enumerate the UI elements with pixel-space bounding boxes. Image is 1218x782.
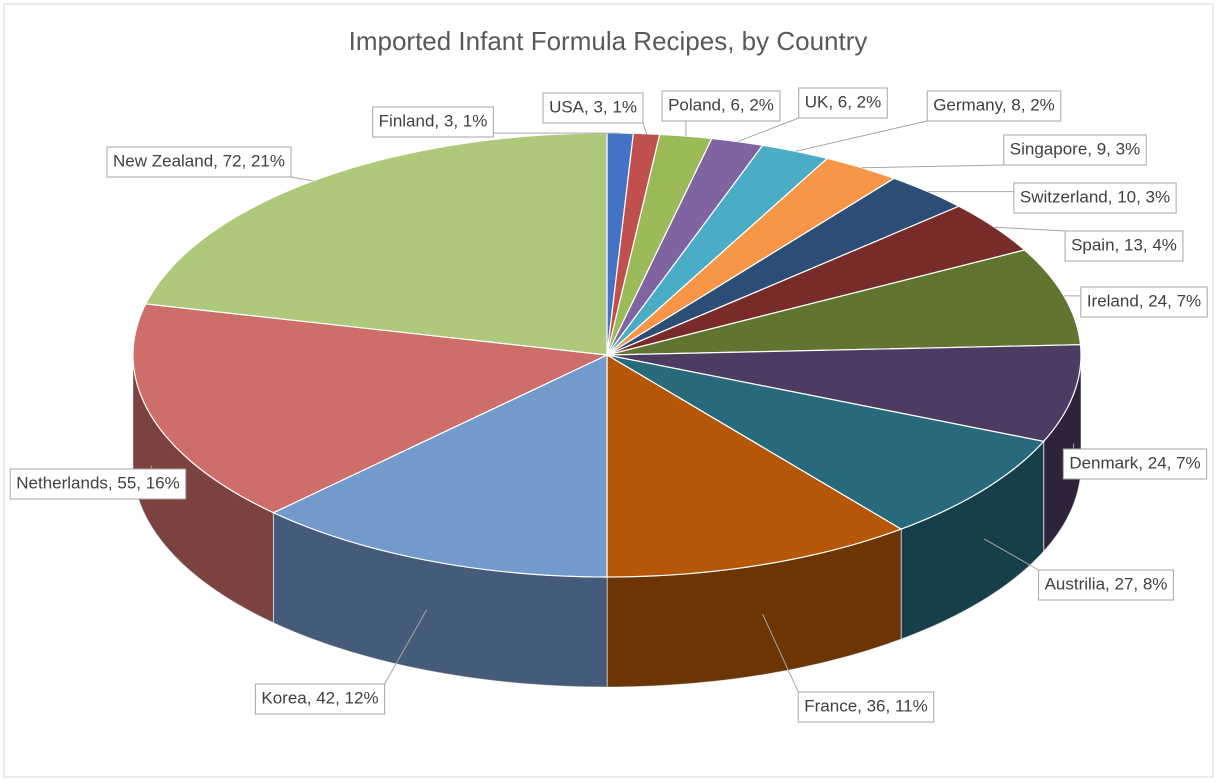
data-label: UK, 6, 2% xyxy=(805,92,882,111)
data-label: New Zealand, 72, 21% xyxy=(113,151,285,170)
data-label: Spain, 13, 4% xyxy=(1071,235,1177,254)
leader-line xyxy=(994,226,1066,232)
side-shade xyxy=(133,355,274,623)
leader-line xyxy=(795,120,928,152)
data-label: Netherlands, 55, 16% xyxy=(16,473,180,492)
data-label: Finland, 3, 1% xyxy=(379,111,488,130)
side-shade xyxy=(901,441,1044,640)
leader-line xyxy=(737,117,799,143)
side-shade xyxy=(273,512,607,687)
data-label: Singapore, 9, 3% xyxy=(1010,139,1140,158)
label-box xyxy=(661,90,781,122)
data-labels: Finland, 3, 1% USA, 3, 1% Poland, 6, 2% UK,… xyxy=(9,87,1208,723)
data-label: USA, 3, 1% xyxy=(549,97,637,116)
slice xyxy=(606,353,903,578)
label-box xyxy=(254,683,386,715)
label-box xyxy=(1013,182,1177,214)
leader-line xyxy=(762,613,799,693)
pie-tops xyxy=(132,132,1082,578)
label-box xyxy=(1080,286,1208,318)
label-box xyxy=(1062,448,1208,480)
leader-line xyxy=(290,176,314,182)
slice xyxy=(132,303,610,514)
side-shade xyxy=(1043,355,1081,552)
slice xyxy=(271,354,608,578)
slice xyxy=(606,249,1082,356)
label-box xyxy=(798,87,888,119)
slice xyxy=(606,157,896,356)
slice xyxy=(606,137,764,356)
label-box xyxy=(1064,230,1184,262)
data-label: Ireland, 24, 7% xyxy=(1087,291,1201,310)
label-box xyxy=(1038,569,1174,601)
data-label: Korea, 42, 12% xyxy=(261,688,378,707)
label-box xyxy=(106,146,292,178)
leader-line xyxy=(983,538,1039,571)
label-box xyxy=(372,106,494,138)
data-label: Switzerland, 10, 3% xyxy=(1020,187,1170,206)
data-label: Denmark, 24, 7% xyxy=(1069,453,1200,472)
pie-sides xyxy=(132,354,1082,688)
leader-line xyxy=(384,609,428,685)
slice xyxy=(606,344,1082,443)
slice xyxy=(606,354,1045,530)
label-box xyxy=(9,468,187,500)
data-label: Poland, 6, 2% xyxy=(668,95,774,114)
side-shade xyxy=(607,529,902,687)
label-box xyxy=(797,691,935,723)
chart-title: Imported Infant Formula Recipes, by Coun… xyxy=(349,26,868,56)
leader-line xyxy=(642,122,648,134)
label-box xyxy=(1003,134,1147,166)
data-label: Austrilia, 27, 8% xyxy=(1045,574,1168,593)
leader-line xyxy=(861,164,1004,169)
data-label: Germany, 8, 2% xyxy=(933,95,1055,114)
data-label: France, 36, 11% xyxy=(804,696,927,715)
label-box xyxy=(926,90,1062,122)
label-box xyxy=(542,92,644,124)
